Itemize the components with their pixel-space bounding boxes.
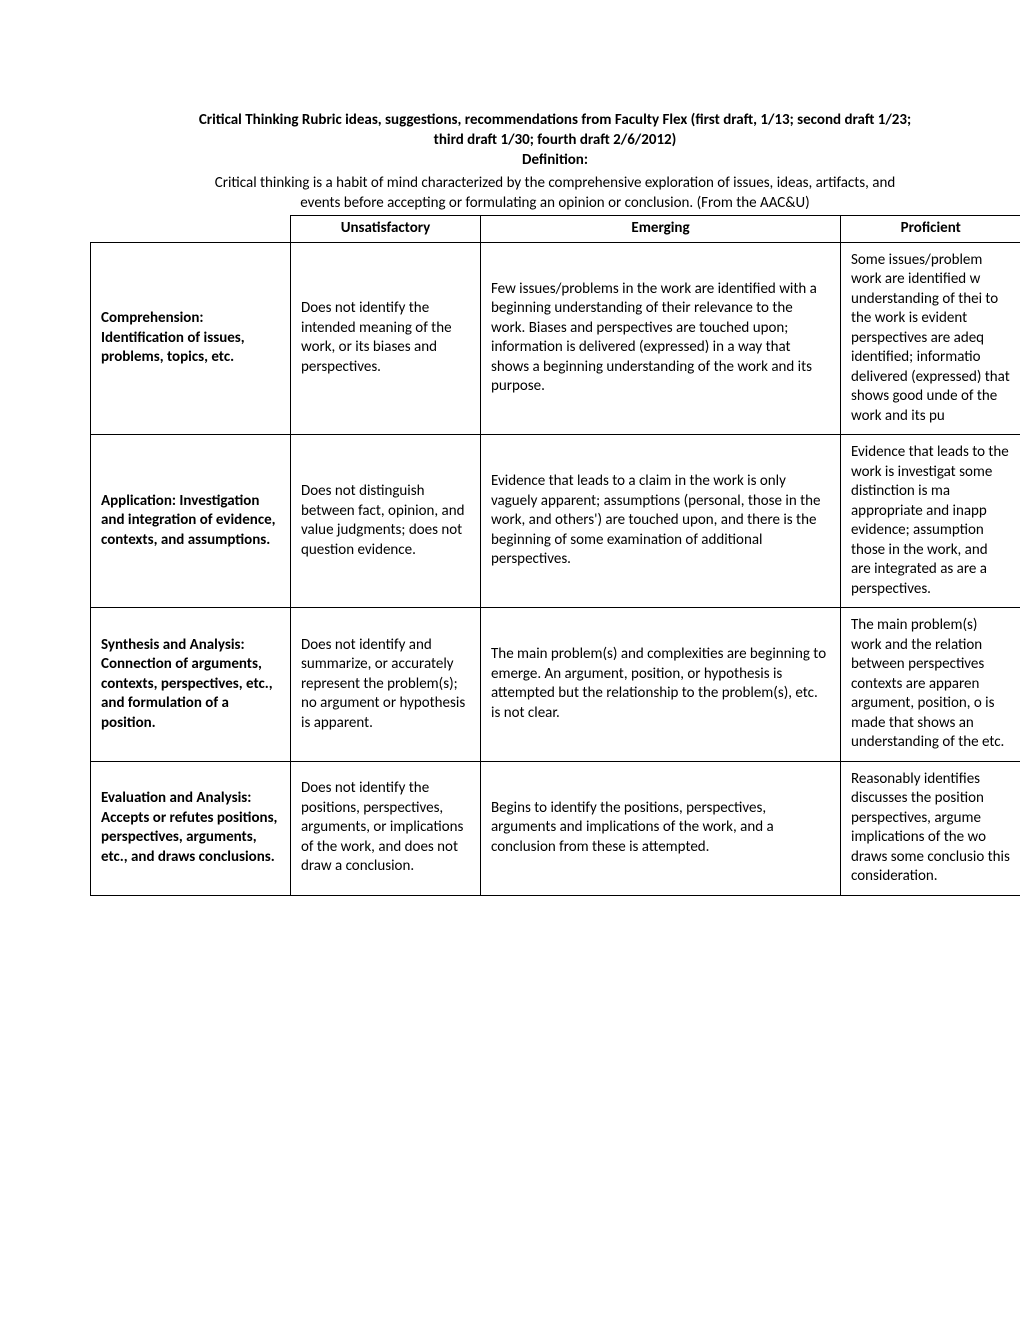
cell-proficient: Evidence that leads to the work is inves… (841, 435, 1020, 608)
cell-emerging: Evidence that leads to a claim in the wo… (481, 435, 841, 608)
cell-proficient: The main problem(s) work and the relatio… (841, 608, 1020, 762)
cell-proficient: Reasonably identifies discusses the posi… (841, 761, 1020, 895)
cell-unsat: Does not identify the positions, perspec… (291, 761, 481, 895)
cell-unsat: Does not identify and summarize, or accu… (291, 608, 481, 762)
table-row: Application: Investigation and integrati… (91, 435, 1020, 608)
cell-unsat: Does not distinguish between fact, opini… (291, 435, 481, 608)
row-label: Application: Investigation and integrati… (91, 435, 291, 608)
cell-proficient: Some issues/problem work are identified … (841, 242, 1020, 435)
header-proficient: Proficient (841, 216, 1020, 243)
cell-emerging: The main problem(s) and complexities are… (481, 608, 841, 762)
definition-text-2: events before accepting or formulating a… (90, 193, 1020, 213)
title-line-1: Critical Thinking Rubric ideas, suggesti… (90, 110, 1020, 130)
header-empty (91, 216, 291, 243)
row-label: Comprehension: Identification of issues,… (91, 242, 291, 435)
cell-unsat: Does not identify the intended meaning o… (291, 242, 481, 435)
row-label: Evaluation and Analysis: Accepts or refu… (91, 761, 291, 895)
cell-emerging: Few issues/problems in the work are iden… (481, 242, 841, 435)
table-row: Evaluation and Analysis: Accepts or refu… (91, 761, 1020, 895)
rubric-table: Unsatisfactory Emerging Proficient Compr… (90, 215, 1020, 896)
header-unsatisfactory: Unsatisfactory (291, 216, 481, 243)
table-row: Comprehension: Identification of issues,… (91, 242, 1020, 435)
row-label: Synthesis and Analysis: Connection of ar… (91, 608, 291, 762)
definition-text-1: Critical thinking is a habit of mind cha… (90, 173, 1020, 193)
cell-emerging: Begins to identify the positions, perspe… (481, 761, 841, 895)
title-line-2: third draft 1/30; fourth draft 2/6/2012) (90, 130, 1020, 150)
definition-label: Definition: (90, 151, 1020, 169)
header-emerging: Emerging (481, 216, 841, 243)
document-header: Critical Thinking Rubric ideas, suggesti… (90, 110, 1020, 169)
table-row: Synthesis and Analysis: Connection of ar… (91, 608, 1020, 762)
table-header-row: Unsatisfactory Emerging Proficient (91, 216, 1020, 243)
